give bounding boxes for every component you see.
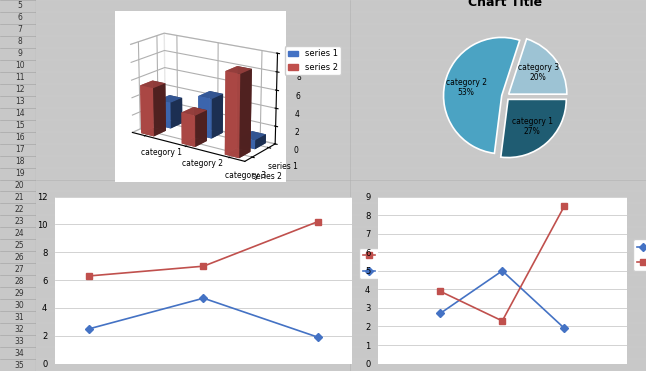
Text: 12: 12 — [15, 85, 25, 94]
Line: series 2: series 2 — [86, 219, 321, 279]
Text: 15: 15 — [15, 121, 25, 130]
Text: 22: 22 — [15, 205, 25, 214]
Text: 7: 7 — [17, 26, 22, 35]
Text: 29: 29 — [15, 289, 25, 298]
Text: 10: 10 — [15, 61, 25, 70]
Text: 26: 26 — [15, 253, 25, 262]
Legend: series 1, series 2: series 1, series 2 — [633, 239, 646, 271]
Title: Chart Title: Chart Title — [468, 0, 543, 9]
Text: 32: 32 — [15, 325, 25, 334]
Text: 5: 5 — [17, 1, 22, 10]
Text: category 3
20%: category 3 20% — [517, 63, 559, 82]
series 1 — [314, 335, 322, 339]
Text: 25: 25 — [15, 241, 25, 250]
Text: 33: 33 — [15, 336, 25, 345]
Text: 31: 31 — [15, 313, 25, 322]
Wedge shape — [501, 99, 567, 158]
Text: 30: 30 — [15, 301, 25, 310]
Text: 24: 24 — [15, 229, 25, 238]
Text: 18: 18 — [15, 157, 25, 166]
Text: 28: 28 — [15, 277, 25, 286]
Text: 8: 8 — [17, 37, 22, 46]
Text: 6: 6 — [17, 13, 22, 23]
Wedge shape — [508, 39, 567, 94]
series 2 — [561, 204, 568, 208]
Line: series 1: series 1 — [437, 268, 568, 331]
Text: 34: 34 — [15, 348, 25, 358]
series 2 — [436, 289, 444, 293]
Line: series 1: series 1 — [86, 295, 321, 340]
Text: 17: 17 — [15, 145, 25, 154]
Text: 14: 14 — [15, 109, 25, 118]
series 2 — [314, 220, 322, 224]
series 1 — [561, 326, 568, 331]
Text: 20: 20 — [15, 181, 25, 190]
series 1 — [436, 311, 444, 316]
Text: 27: 27 — [15, 265, 25, 274]
series 1 — [499, 269, 506, 273]
series 1 — [200, 296, 207, 301]
Text: 13: 13 — [15, 97, 25, 106]
Text: 16: 16 — [15, 133, 25, 142]
Wedge shape — [444, 37, 519, 153]
Text: 21: 21 — [15, 193, 25, 202]
Legend: series 1, series 2: series 1, series 2 — [285, 46, 341, 75]
Text: 19: 19 — [15, 169, 25, 178]
Text: 11: 11 — [15, 73, 25, 82]
series 1 — [85, 326, 93, 331]
Line: series 2: series 2 — [437, 203, 568, 324]
Text: category 1
27%: category 1 27% — [512, 117, 553, 137]
Text: 23: 23 — [15, 217, 25, 226]
Legend: series 2, series 1: series 2, series 1 — [359, 248, 418, 279]
Text: category 2
53%: category 2 53% — [446, 78, 486, 97]
series 2 — [499, 319, 506, 323]
Text: 9: 9 — [17, 49, 22, 58]
series 2 — [200, 264, 207, 268]
series 2 — [85, 274, 93, 278]
Text: 35: 35 — [15, 361, 25, 370]
